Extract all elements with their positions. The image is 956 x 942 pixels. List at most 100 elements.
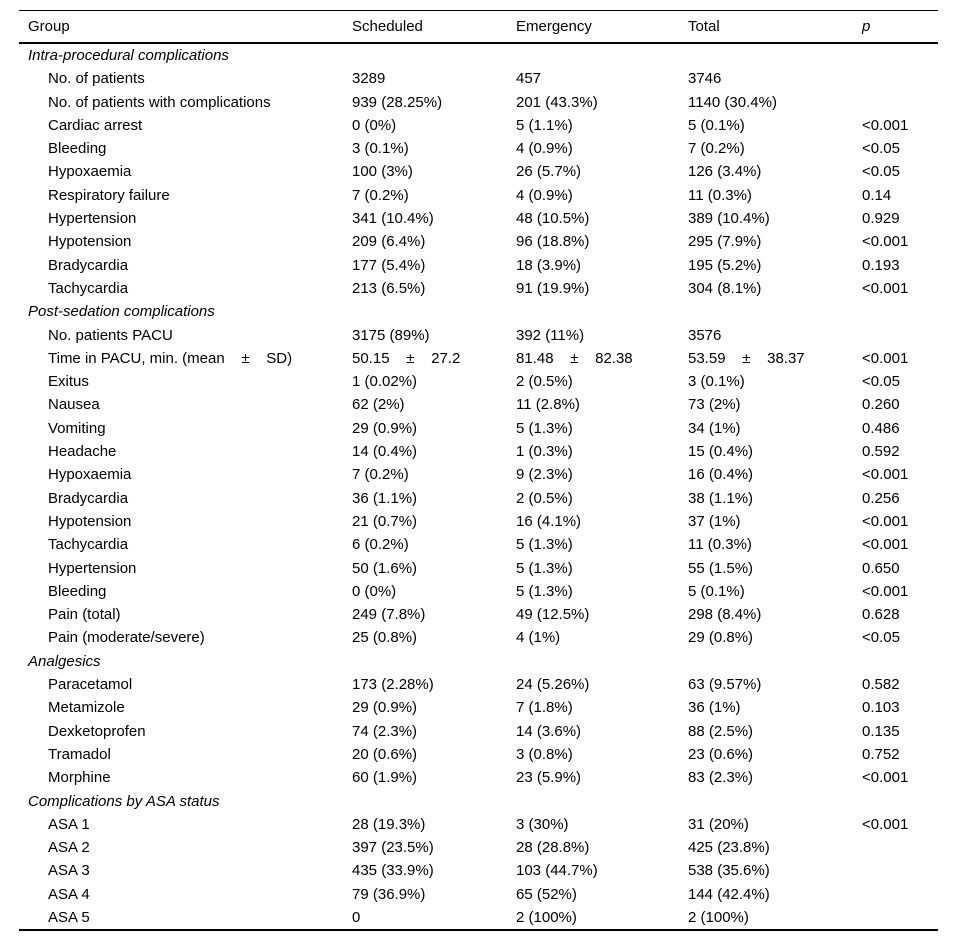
column-header-p: p xyxy=(862,18,871,35)
column-header-emergency: Emergency xyxy=(516,18,592,35)
cell-emergency: 5 (1.3%) xyxy=(516,559,573,577)
cell-scheduled: 173 (2.28%) xyxy=(352,676,434,694)
cell-p xyxy=(862,836,938,859)
cell-total: 3 (0.1%) xyxy=(688,373,745,391)
table-row: Tachycardia 213 (6.5%) 91 (19.9%) 304 (8.1%… xyxy=(19,277,938,300)
cell-emergency: 103 (44.7%) xyxy=(516,862,598,880)
cell-group: Metamizole xyxy=(48,699,125,717)
cell-scheduled: 0 (0%) xyxy=(352,582,397,600)
cell-scheduled: 14 (0.4%) xyxy=(352,443,418,461)
cell-p xyxy=(862,859,938,882)
cell-p: <0.001 xyxy=(862,769,909,787)
cell-group: ASA 5 xyxy=(48,908,90,926)
cell-p: 0.752 xyxy=(862,745,900,763)
cell-scheduled: 29 (0.9%) xyxy=(352,699,418,717)
cell-group: Exitus xyxy=(48,373,89,391)
cell-p: <0.05 xyxy=(862,140,900,158)
cell-emergency: 201 (43.3%) xyxy=(516,93,598,111)
cell-total: 23 (0.6%) xyxy=(688,745,754,763)
cell-emergency: 4 (0.9%) xyxy=(516,186,573,204)
cell-total: 55 (1.5%) xyxy=(688,559,754,577)
table-row: Hypotension 209 (6.4%) 96 (18.8%) 295 (7.9%… xyxy=(19,230,938,253)
cell-total: 389 (10.4%) xyxy=(688,210,770,228)
cell-total: 5 (0.1%) xyxy=(688,116,745,134)
cell-emergency: 14 (3.6%) xyxy=(516,722,582,740)
cell-total: 36 (1%) xyxy=(688,699,741,717)
cell-p xyxy=(862,906,938,929)
table-row: ASA 5 0 2 (100%) 2 (100%) xyxy=(19,906,938,929)
cell-emergency: 11 (2.8%) xyxy=(516,396,580,414)
table-row: Paracetamol 173 (2.28%) 24 (5.26%) 63 (9.57… xyxy=(19,673,938,696)
cell-p: <0.001 xyxy=(862,582,909,600)
cell-total: 53.59 ± 38.37 xyxy=(688,349,805,367)
table-row: Time in PACU, min. (mean ± SD) 50.15 ± 27… xyxy=(19,347,938,370)
cell-p: 0.582 xyxy=(862,676,900,694)
cell-total: 538 (35.6%) xyxy=(688,862,770,880)
cell-p: 0.650 xyxy=(862,559,900,577)
cell-scheduled: 213 (6.5%) xyxy=(352,279,426,297)
cell-group: Hypotension xyxy=(48,233,132,251)
cell-group: Paracetamol xyxy=(48,676,133,694)
cell-total: 3746 xyxy=(688,70,722,88)
cell-scheduled: 939 (28.25%) xyxy=(352,93,443,111)
cell-emergency: 4 (1%) xyxy=(516,629,561,647)
cell-scheduled: 79 (36.9%) xyxy=(352,885,426,903)
cell-emergency: 5 (1.3%) xyxy=(516,419,573,437)
cell-group: Headache xyxy=(48,443,117,461)
cell-scheduled: 3289 xyxy=(352,70,386,88)
cell-emergency: 81.48 ± 82.38 xyxy=(516,349,633,367)
cell-total: 3576 xyxy=(688,326,722,344)
cell-p: 0.592 xyxy=(862,443,900,461)
cell-total: 37 (1%) xyxy=(688,512,741,530)
table-row: Tachycardia 6 (0.2%) 5 (1.3%) 11 (0.3%) <0.0… xyxy=(19,533,938,556)
cell-group: Nausea xyxy=(48,396,100,414)
cell-emergency: 4 (0.9%) xyxy=(516,140,573,158)
cell-emergency: 3 (30%) xyxy=(516,815,569,833)
cell-scheduled: 3175 (89%) xyxy=(352,326,430,344)
table-row: Hypoxaemia 100 (3%) 26 (5.7%) 126 (3.4%) <0.… xyxy=(19,160,938,183)
section-title: Post-sedation complications xyxy=(28,303,215,321)
cell-total: 11 (0.3%) xyxy=(688,186,752,204)
cell-total: 126 (3.4%) xyxy=(688,163,762,181)
cell-total: 29 (0.8%) xyxy=(688,629,754,647)
cell-total: 38 (1.1%) xyxy=(688,489,754,507)
cell-p: <0.05 xyxy=(862,163,900,181)
table-row: Bradycardia 36 (1.1%) 2 (0.5%) 38 (1.1%) 0.2… xyxy=(19,487,938,510)
cell-emergency: 49 (12.5%) xyxy=(516,606,590,624)
table-row: Respiratory failure 7 (0.2%) 4 (0.9%) 11 (0… xyxy=(19,184,938,207)
cell-scheduled: 209 (6.4%) xyxy=(352,233,426,251)
table-row: Bleeding 3 (0.1%) 4 (0.9%) 7 (0.2%) <0.05 xyxy=(19,137,938,160)
table-row: Dexketoprofen 74 (2.3%) 14 (3.6%) 88 (2.5%)… xyxy=(19,720,938,743)
table-row: Hypertension 50 (1.6%) 5 (1.3%) 55 (1.5%) 0.… xyxy=(19,557,938,580)
cell-total: 7 (0.2%) xyxy=(688,140,745,158)
cell-group: No. of patients xyxy=(48,70,145,88)
cell-total: 295 (7.9%) xyxy=(688,233,762,251)
cell-total: 16 (0.4%) xyxy=(688,466,754,484)
cell-group: Morphine xyxy=(48,769,111,787)
cell-p: 0.260 xyxy=(862,396,900,414)
cell-emergency: 26 (5.7%) xyxy=(516,163,582,181)
table-row: Hypoxaemia 7 (0.2%) 9 (2.3%) 16 (0.4%) <0.00… xyxy=(19,463,938,486)
cell-scheduled: 397 (23.5%) xyxy=(352,839,434,857)
cell-p: <0.001 xyxy=(862,466,909,484)
cell-p xyxy=(862,324,938,347)
cell-group: Pain (total) xyxy=(48,606,121,624)
cell-group: Time in PACU, min. (mean ± SD) xyxy=(48,349,293,367)
cell-group: No. of patients with complications xyxy=(48,93,271,111)
table-row: ASA 4 79 (36.9%) 65 (52%) 144 (42.4%) xyxy=(19,883,938,906)
table-row: Pain (total) 249 (7.8%) 49 (12.5%) 298 (8.4… xyxy=(19,603,938,626)
cell-scheduled: 74 (2.3%) xyxy=(352,722,418,740)
cell-emergency: 18 (3.9%) xyxy=(516,256,582,274)
table-row: Bleeding 0 (0%) 5 (1.3%) 5 (0.1%) <0.001 xyxy=(19,580,938,603)
cell-emergency: 1 (0.3%) xyxy=(516,443,573,461)
cell-emergency: 7 (1.8%) xyxy=(516,699,573,717)
cell-p: <0.001 xyxy=(862,536,909,554)
cell-total: 11 (0.3%) xyxy=(688,536,752,554)
cell-emergency: 48 (10.5%) xyxy=(516,210,590,228)
cell-scheduled: 0 xyxy=(352,908,361,926)
cell-total: 34 (1%) xyxy=(688,419,741,437)
cell-scheduled: 435 (33.9%) xyxy=(352,862,434,880)
cell-total: 144 (42.4%) xyxy=(688,885,770,903)
cell-emergency: 457 xyxy=(516,70,542,88)
table-row: Vomiting 29 (0.9%) 5 (1.3%) 34 (1%) 0.486 xyxy=(19,417,938,440)
